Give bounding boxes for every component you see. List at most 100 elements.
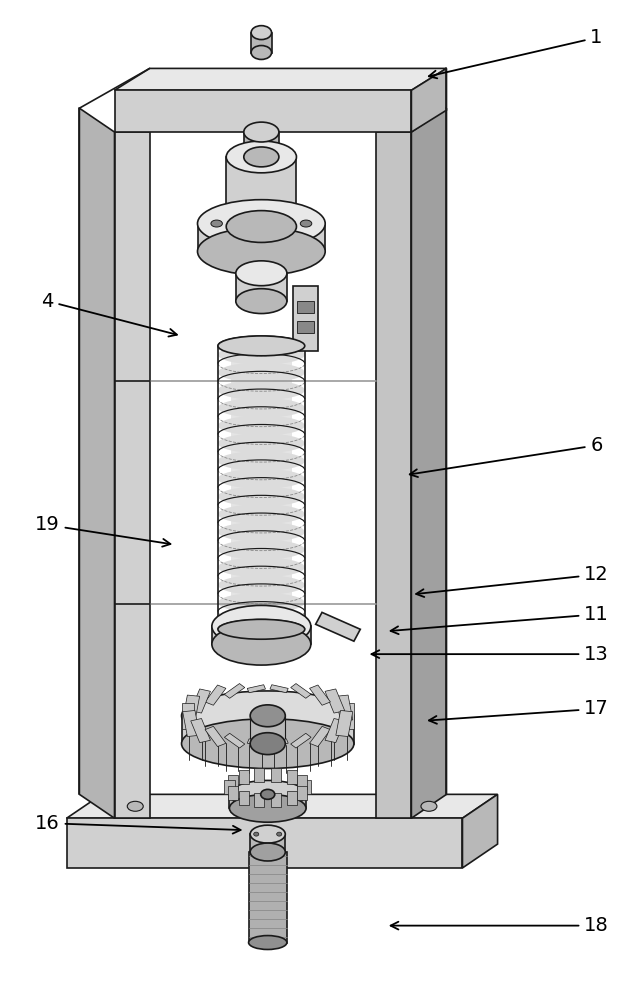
Ellipse shape [300,220,312,227]
Polygon shape [183,695,200,721]
Polygon shape [462,794,498,868]
Ellipse shape [211,220,222,227]
Polygon shape [247,685,265,693]
Ellipse shape [218,619,305,639]
Ellipse shape [198,228,325,275]
Ellipse shape [218,469,305,489]
Ellipse shape [182,691,354,741]
Polygon shape [412,68,446,132]
Polygon shape [325,719,345,743]
Polygon shape [301,780,311,794]
Ellipse shape [218,345,305,365]
Ellipse shape [218,362,305,382]
Polygon shape [249,852,287,943]
Polygon shape [224,733,245,748]
Polygon shape [336,710,353,737]
Polygon shape [270,685,289,693]
Polygon shape [228,775,238,789]
Ellipse shape [250,843,285,861]
Polygon shape [297,301,314,313]
Ellipse shape [218,610,305,630]
Text: 17: 17 [429,699,609,724]
Polygon shape [316,612,360,641]
Ellipse shape [254,832,259,836]
Text: 4: 4 [41,292,177,337]
Ellipse shape [244,147,279,167]
Text: 19: 19 [35,515,171,547]
Text: 6: 6 [410,436,603,477]
Text: 16: 16 [35,814,241,834]
Polygon shape [191,689,211,713]
Ellipse shape [261,789,275,799]
Ellipse shape [218,575,305,595]
Ellipse shape [198,200,325,247]
Ellipse shape [218,398,305,418]
Polygon shape [79,108,115,818]
Polygon shape [341,703,354,729]
Ellipse shape [229,780,306,808]
Polygon shape [226,157,296,227]
Ellipse shape [277,832,282,836]
Polygon shape [191,719,211,743]
Polygon shape [224,780,234,794]
Polygon shape [66,794,498,818]
Polygon shape [254,768,264,782]
Ellipse shape [244,122,279,142]
Ellipse shape [226,141,296,173]
Text: 11: 11 [391,605,609,634]
Polygon shape [271,793,281,807]
Ellipse shape [182,719,354,768]
Ellipse shape [218,336,305,356]
Polygon shape [336,695,353,721]
Polygon shape [290,684,311,698]
Ellipse shape [218,486,305,506]
Polygon shape [183,710,200,737]
Ellipse shape [236,261,287,286]
Ellipse shape [218,522,305,542]
Ellipse shape [128,801,143,811]
Ellipse shape [250,825,285,843]
Ellipse shape [218,504,305,524]
Ellipse shape [212,623,311,665]
Text: 18: 18 [391,916,609,935]
Polygon shape [310,726,330,747]
Ellipse shape [250,733,285,755]
Ellipse shape [226,211,296,242]
Ellipse shape [218,557,305,577]
Polygon shape [205,726,226,747]
Polygon shape [198,224,325,251]
Text: 12: 12 [416,565,609,597]
Polygon shape [229,794,306,808]
Ellipse shape [251,26,272,40]
Ellipse shape [218,433,305,453]
Ellipse shape [236,289,287,314]
Polygon shape [270,739,289,747]
Polygon shape [239,770,249,784]
Polygon shape [297,321,314,333]
Polygon shape [228,786,238,800]
Ellipse shape [218,451,305,471]
Polygon shape [182,716,354,744]
Polygon shape [250,834,285,852]
Polygon shape [239,791,249,805]
Polygon shape [310,685,330,705]
Polygon shape [115,132,149,818]
Polygon shape [115,90,412,132]
Polygon shape [236,273,287,301]
Ellipse shape [229,794,306,822]
Polygon shape [290,733,311,748]
Ellipse shape [218,416,305,436]
Polygon shape [287,791,297,805]
Ellipse shape [218,540,305,560]
Text: 1: 1 [429,28,603,78]
Polygon shape [205,685,226,705]
Polygon shape [271,768,281,782]
Polygon shape [293,286,317,351]
Polygon shape [66,818,462,868]
Polygon shape [412,108,446,818]
Ellipse shape [250,705,285,727]
Polygon shape [224,684,245,698]
Ellipse shape [249,936,287,949]
Ellipse shape [218,593,305,613]
Ellipse shape [212,605,311,647]
